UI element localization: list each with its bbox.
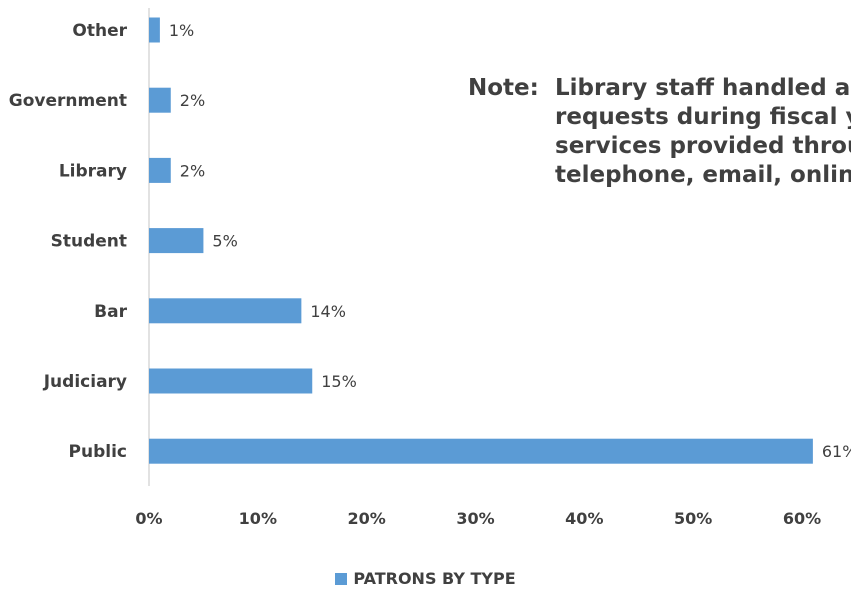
- category-label: Judiciary: [43, 372, 127, 392]
- bar-government: [149, 87, 171, 113]
- data-label: 2%: [180, 161, 205, 180]
- bar-public: [149, 438, 813, 464]
- data-label: 5%: [212, 232, 237, 251]
- data-label: 14%: [310, 302, 346, 321]
- bar-bar: [149, 298, 302, 324]
- note-line: telephone, email, onlin: [555, 162, 851, 188]
- note-box: Note: Library staff handled a requests d…: [468, 74, 851, 204]
- note-label: Note:: [468, 75, 539, 101]
- category-label: Student: [51, 232, 127, 252]
- data-label: 2%: [180, 91, 205, 110]
- x-tick-label: 20%: [348, 509, 386, 528]
- x-tick-label: 50%: [674, 509, 712, 528]
- x-tick-label: 10%: [239, 509, 277, 528]
- x-tick-label: 60%: [783, 509, 821, 528]
- bar-library: [149, 157, 171, 183]
- x-tick-label: 0%: [135, 509, 162, 528]
- legend-label: PATRONS BY TYPE: [353, 569, 516, 588]
- legend: PATRONS BY TYPE: [0, 569, 851, 588]
- data-label: 1%: [169, 21, 194, 40]
- data-label: 15%: [321, 372, 357, 391]
- category-label: Government: [9, 91, 127, 111]
- x-tick-label: 30%: [456, 509, 494, 528]
- bar-student: [149, 228, 204, 254]
- note-line: requests during fiscal y: [555, 104, 851, 130]
- legend-swatch: [335, 573, 348, 585]
- category-label: Library: [59, 161, 127, 181]
- category-label: Public: [69, 442, 127, 462]
- x-tick-label: 40%: [565, 509, 603, 528]
- note-line: services provided throu: [555, 133, 851, 159]
- category-label: Bar: [94, 302, 127, 322]
- note-line: Library staff handled a: [555, 75, 851, 101]
- data-label: 61%: [822, 442, 851, 461]
- bar-other: [149, 17, 160, 43]
- category-label: Other: [72, 21, 127, 41]
- bar-judiciary: [149, 368, 313, 394]
